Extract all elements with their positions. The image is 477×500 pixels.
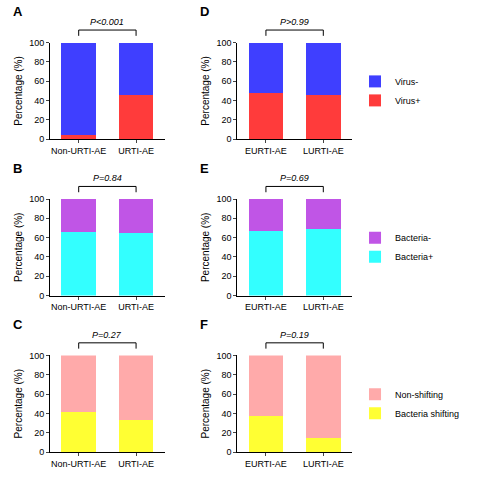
svg-text:P=0.19: P=0.19 (280, 330, 309, 340)
svg-text:LURTI-AE: LURTI-AE (303, 146, 344, 156)
svg-text:20: 20 (34, 428, 44, 438)
svg-text:100: 100 (216, 351, 231, 361)
svg-text:Non-URTI-AE: Non-URTI-AE (51, 459, 106, 469)
svg-text:80: 80 (34, 370, 44, 380)
svg-text:Bacteria shifting: Bacteria shifting (395, 409, 459, 419)
svg-text:Non-shifting: Non-shifting (395, 390, 443, 400)
svg-text:80: 80 (34, 213, 44, 223)
svg-text:40: 40 (221, 409, 231, 419)
svg-text:EURTI-AE: EURTI-AE (245, 459, 287, 469)
svg-text:Percentage (%): Percentage (%) (200, 56, 211, 125)
svg-text:100: 100 (29, 351, 44, 361)
svg-text:0: 0 (226, 447, 231, 457)
svg-text:60: 60 (34, 389, 44, 399)
svg-text:0: 0 (226, 134, 231, 144)
svg-text:80: 80 (221, 213, 231, 223)
svg-text:P>0.99: P>0.99 (280, 17, 309, 27)
svg-text:0: 0 (39, 291, 44, 301)
svg-text:F: F (200, 317, 208, 332)
svg-text:20: 20 (34, 115, 44, 125)
svg-text:40: 40 (34, 96, 44, 106)
svg-text:60: 60 (34, 233, 44, 243)
svg-text:Percentage (%): Percentage (%) (13, 369, 24, 438)
svg-text:100: 100 (216, 194, 231, 204)
svg-text:Bacteria-: Bacteria- (395, 233, 431, 243)
svg-text:Non-URTI-AE: Non-URTI-AE (51, 146, 106, 156)
svg-text:Percentage (%): Percentage (%) (200, 213, 211, 282)
svg-text:20: 20 (221, 428, 231, 438)
svg-text:EURTI-AE: EURTI-AE (245, 146, 287, 156)
svg-text:Percentage (%): Percentage (%) (200, 369, 211, 438)
svg-text:80: 80 (34, 57, 44, 67)
svg-text:Percentage (%): Percentage (%) (13, 56, 24, 125)
svg-text:40: 40 (221, 252, 231, 262)
svg-text:80: 80 (221, 57, 231, 67)
svg-text:20: 20 (221, 271, 231, 281)
svg-text:40: 40 (34, 409, 44, 419)
svg-text:URTI-AE: URTI-AE (118, 302, 154, 312)
svg-text:Percentage (%): Percentage (%) (13, 213, 24, 282)
svg-text:Virus-: Virus- (395, 77, 418, 87)
svg-text:C: C (13, 317, 23, 332)
svg-text:EURTI-AE: EURTI-AE (245, 302, 287, 312)
svg-text:A: A (13, 4, 23, 19)
svg-text:LURTI-AE: LURTI-AE (303, 459, 344, 469)
svg-text:60: 60 (221, 76, 231, 86)
svg-text:P<0.001: P<0.001 (90, 17, 124, 27)
svg-text:Bacteria+: Bacteria+ (395, 252, 433, 262)
svg-text:20: 20 (221, 115, 231, 125)
svg-text:0: 0 (226, 291, 231, 301)
svg-text:60: 60 (221, 389, 231, 399)
svg-text:60: 60 (221, 233, 231, 243)
svg-text:P=0.84: P=0.84 (93, 173, 122, 183)
svg-text:100: 100 (29, 38, 44, 48)
svg-text:B: B (13, 161, 22, 176)
svg-text:20: 20 (34, 271, 44, 281)
svg-text:80: 80 (221, 370, 231, 380)
svg-text:LURTI-AE: LURTI-AE (303, 302, 344, 312)
svg-text:40: 40 (34, 252, 44, 262)
svg-text:URTI-AE: URTI-AE (118, 146, 154, 156)
svg-text:100: 100 (216, 38, 231, 48)
svg-text:P=0.27: P=0.27 (92, 330, 122, 340)
svg-text:Virus+: Virus+ (395, 96, 421, 106)
svg-text:Non-URTI-AE: Non-URTI-AE (51, 302, 106, 312)
svg-text:0: 0 (39, 134, 44, 144)
svg-text:0: 0 (39, 447, 44, 457)
svg-text:40: 40 (221, 96, 231, 106)
svg-text:60: 60 (34, 76, 44, 86)
svg-text:URTI-AE: URTI-AE (118, 459, 154, 469)
svg-text:E: E (200, 161, 209, 176)
svg-text:P=0.69: P=0.69 (280, 173, 309, 183)
svg-text:D: D (200, 4, 209, 19)
svg-text:100: 100 (29, 194, 44, 204)
